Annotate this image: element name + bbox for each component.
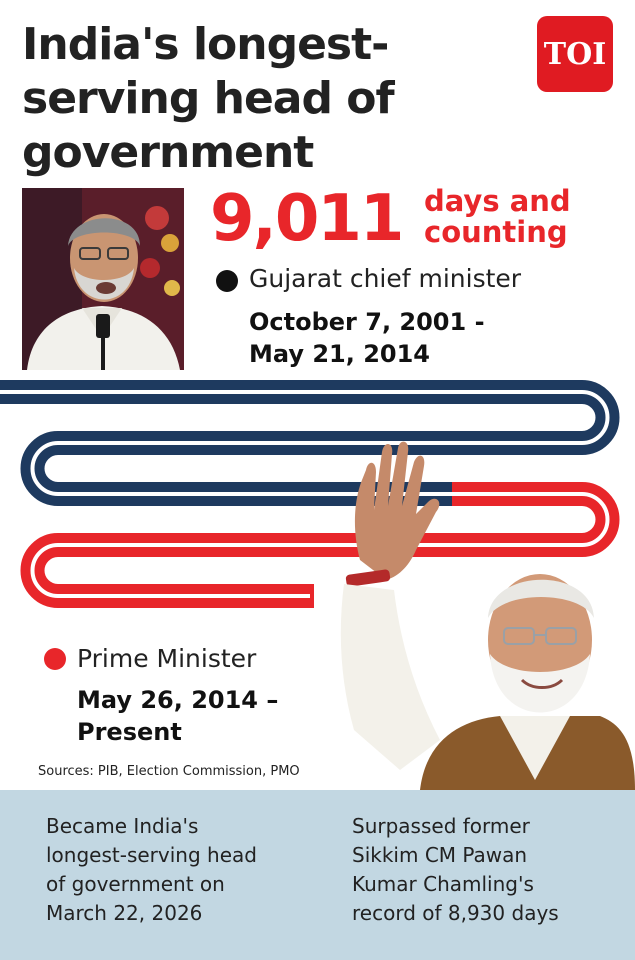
- fact-2-line-3: Kumar Chamling's: [352, 872, 534, 896]
- fact-1-line-3: of government on: [46, 872, 225, 896]
- fact-surpassed-record: Surpassed former Sikkim CM Pawan Kumar C…: [352, 812, 559, 928]
- gujarat-dates-line-1: October 7, 2001 -: [249, 308, 485, 336]
- fact-2-line-4: record of 8,930 days: [352, 901, 559, 925]
- sources-note: Sources: PIB, Election Commission, PMO: [38, 764, 300, 779]
- days-caption-line-1: days and: [424, 184, 571, 218]
- pm-role-label: Prime Minister: [77, 644, 257, 673]
- black-dot-icon: [216, 270, 238, 292]
- gujarat-dates-line-2: May 21, 2014: [249, 340, 431, 368]
- gujarat-cm-photo: [22, 188, 184, 370]
- headline-line-1: India's longest-: [22, 19, 389, 70]
- tenure-timeline-ribbon: [0, 380, 620, 608]
- fact-1-line-2: longest-serving head: [46, 843, 257, 867]
- pm-dates-line-1: May 26, 2014 –: [77, 686, 279, 714]
- pm-dates-line-2: Present: [77, 718, 182, 746]
- prime-minister-photo: [340, 441, 635, 790]
- headline-line-3: government: [22, 127, 314, 178]
- red-dot-icon: [44, 648, 66, 670]
- days-caption: days and counting: [424, 186, 571, 248]
- headline: India's longest- serving head of governm…: [22, 18, 502, 180]
- gujarat-dates: October 7, 2001 - May 21, 2014: [249, 306, 485, 370]
- fact-1-line-4: March 22, 2026: [46, 901, 203, 925]
- toi-logo: TOI: [537, 16, 613, 92]
- fact-1-line-1: Became India's: [46, 814, 199, 838]
- fact-2-line-1: Surpassed former: [352, 814, 530, 838]
- gujarat-role-label: Gujarat chief minister: [249, 264, 522, 293]
- facts-footer: Became India's longest-serving head of g…: [0, 790, 635, 960]
- fact-2-line-2: Sikkim CM Pawan: [352, 843, 528, 867]
- days-caption-line-2: counting: [424, 215, 568, 249]
- fact-longest-serving: Became India's longest-serving head of g…: [46, 812, 257, 928]
- days-count: 9,011: [210, 182, 404, 256]
- headline-line-2: serving head of: [22, 73, 395, 124]
- pm-dates: May 26, 2014 – Present: [77, 684, 278, 748]
